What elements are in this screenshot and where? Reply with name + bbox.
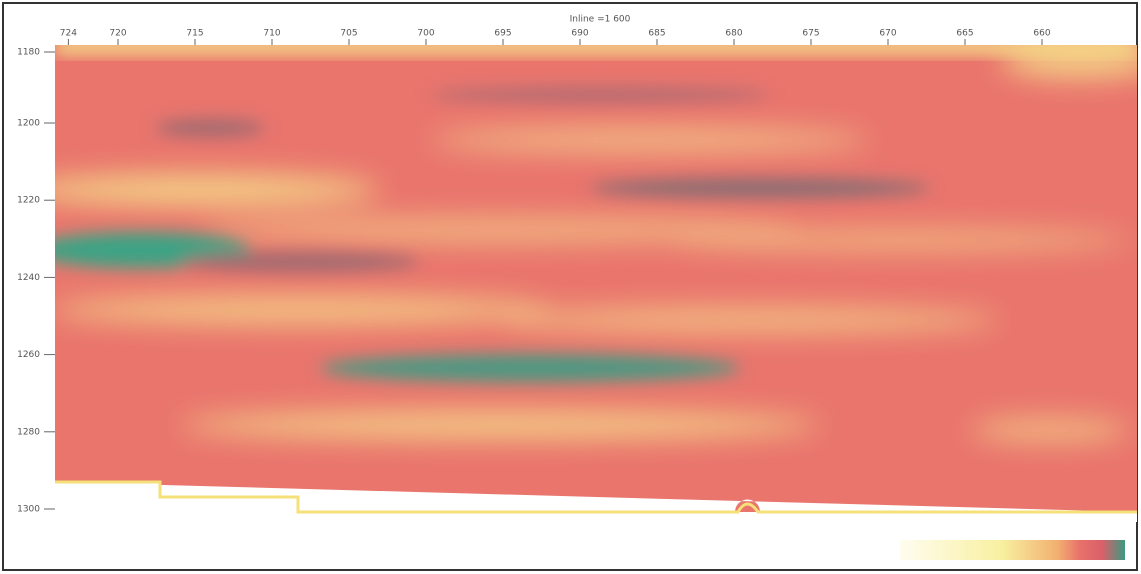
y-tick-label: 1200 (17, 119, 40, 129)
x-tick-label: 715 (186, 29, 203, 39)
y-tick-label: 1260 (17, 350, 40, 360)
mask (55, 482, 160, 522)
x-tick-label: 720 (109, 29, 126, 39)
y-tick-label: 1300 (17, 505, 40, 515)
page: Inline =1 600 724 720 715 710 705 700 695 690 68… (0, 0, 1141, 574)
x-tick-label: 670 (879, 29, 896, 39)
section-title: Inline =1 600 (570, 15, 631, 25)
x-tick-label: 705 (340, 29, 357, 39)
x-tick-label: 675 (802, 29, 819, 39)
y-tick-label: 1180 (17, 48, 40, 58)
x-tick-label: 710 (263, 29, 280, 39)
x-tick-label: 685 (648, 29, 665, 39)
mask (160, 497, 298, 522)
y-tick-label: 1240 (17, 273, 40, 283)
y-tick-label: 1280 (17, 427, 40, 437)
x-tick-label: 680 (725, 29, 742, 39)
seismic-image (20, 40, 1141, 515)
x-tick-label: 690 (571, 29, 588, 39)
x-tick-label: 700 (417, 29, 434, 39)
x-tick-label: 665 (956, 29, 973, 39)
x-tick-label: 695 (494, 29, 511, 39)
y-tick-label: 1220 (17, 196, 40, 206)
x-tick-label: 724 (60, 29, 77, 39)
x-tick-label: 660 (1033, 29, 1050, 39)
seismic-view: Inline =1 600 724 720 715 710 705 700 695 690 68… (0, 0, 1141, 574)
color-bar (900, 540, 1125, 560)
